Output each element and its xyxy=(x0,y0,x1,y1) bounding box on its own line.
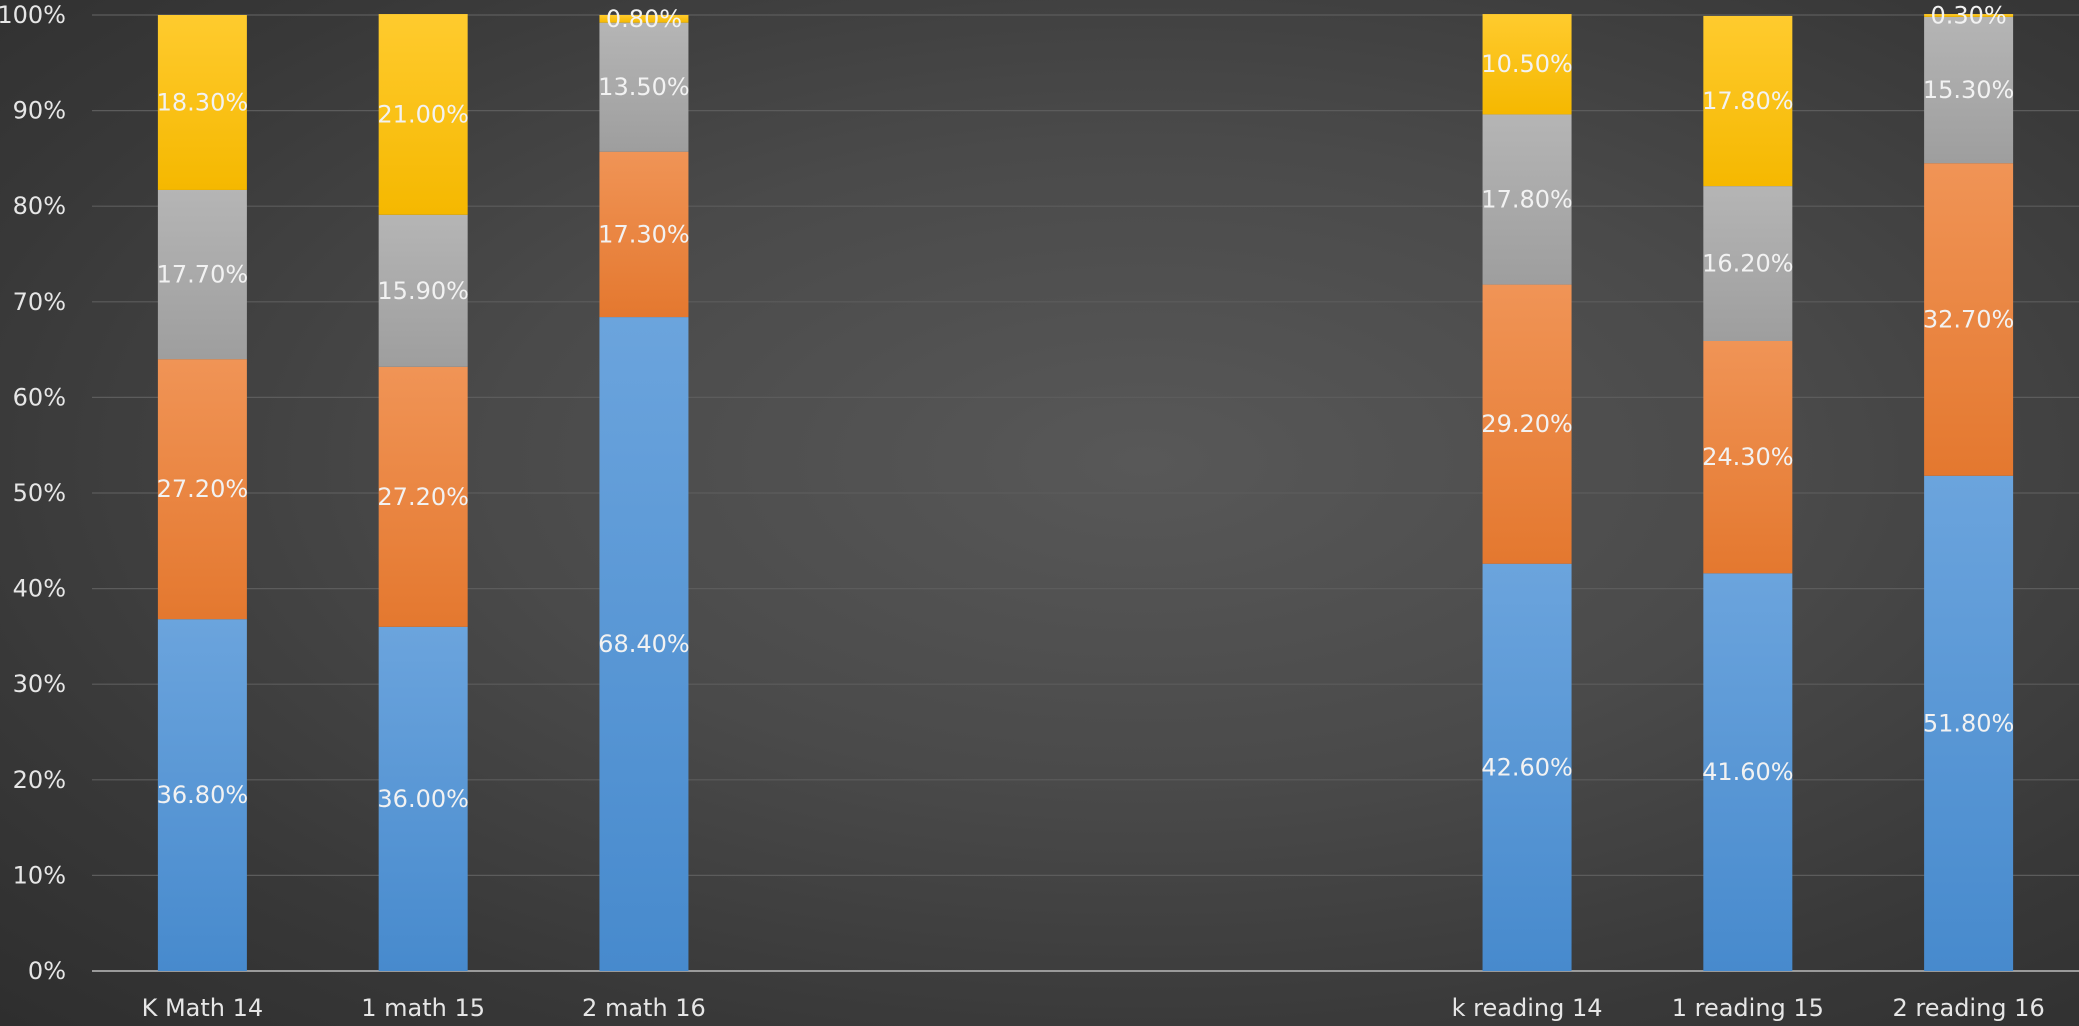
x-tick-label: 1 math 15 xyxy=(361,994,485,1022)
y-tick-label: 70% xyxy=(13,288,66,316)
x-tick-label: 2 reading 16 xyxy=(1892,994,2044,1022)
data-label: 16.20% xyxy=(1702,250,1794,278)
y-tick-label: 40% xyxy=(13,575,66,603)
data-label: 36.80% xyxy=(157,781,249,809)
y-tick-label: 20% xyxy=(13,766,66,794)
data-label: 18.30% xyxy=(157,88,249,116)
bar-segment xyxy=(1482,563,1572,971)
bar-segment xyxy=(378,14,468,215)
bar-segment xyxy=(599,15,689,23)
bar-segment xyxy=(1482,14,1572,115)
bar-segment xyxy=(157,189,247,360)
data-label: 17.30% xyxy=(598,220,690,248)
data-label: 10.50% xyxy=(1481,50,1573,78)
data-label: 15.90% xyxy=(377,277,469,305)
y-axis-ticks: 0% 10% 20% 30% 40% 50% 60% 70% 80% 90% 100% xyxy=(0,1,66,985)
y-tick-label: 90% xyxy=(13,97,66,125)
data-label: 24.30% xyxy=(1702,443,1794,471)
data-labels: 36.80% 27.20% 17.70% 18.30% 36.00% 27.20% 15.9… xyxy=(157,1,2015,812)
bar-segment xyxy=(157,15,247,190)
y-tick-label: 80% xyxy=(13,192,66,220)
data-label: 29.20% xyxy=(1481,410,1573,438)
bar-segment xyxy=(378,214,468,367)
bar-segment xyxy=(378,626,468,971)
bar-segment xyxy=(1703,15,1793,187)
bar-segment xyxy=(378,366,468,627)
bar-segment xyxy=(1482,284,1572,564)
bar-segment xyxy=(1924,14,2014,17)
bar-segment xyxy=(1924,16,2014,164)
data-label: 17.70% xyxy=(157,261,249,289)
bar-segment xyxy=(1703,340,1793,574)
bar-segment xyxy=(157,619,247,971)
data-label: 51.80% xyxy=(1923,709,2015,737)
bar-segment xyxy=(599,317,689,971)
data-label: 32.70% xyxy=(1923,305,2015,333)
data-label: 0.30% xyxy=(1930,1,2006,29)
data-label: 41.60% xyxy=(1702,758,1794,786)
x-tick-label: 1 reading 15 xyxy=(1672,994,1824,1022)
y-tick-label: 50% xyxy=(13,479,66,507)
bar-segment xyxy=(1703,186,1793,341)
data-label: 36.00% xyxy=(377,785,469,813)
bar-segment xyxy=(599,151,689,318)
x-tick-label: 2 math 16 xyxy=(582,994,706,1022)
y-tick-label: 30% xyxy=(13,670,66,698)
data-label: 15.30% xyxy=(1923,76,2015,104)
y-tick-label: 60% xyxy=(13,383,66,411)
x-tick-label: k reading 14 xyxy=(1452,994,1603,1022)
data-label: 17.80% xyxy=(1481,186,1573,214)
data-label: 17.80% xyxy=(1702,87,1794,115)
x-axis-ticks: K Math 14 1 math 15 2 math 16 k reading 14 1… xyxy=(142,994,2045,1022)
data-label: 68.40% xyxy=(598,630,690,658)
bar-segment xyxy=(1924,163,2014,476)
y-tick-label: 100% xyxy=(0,1,66,29)
y-tick-label: 10% xyxy=(13,861,66,889)
bar-segment xyxy=(1482,114,1572,285)
data-label: 27.20% xyxy=(377,483,469,511)
data-label: 42.60% xyxy=(1481,753,1573,781)
y-tick-label: 0% xyxy=(28,957,66,985)
data-label: 21.00% xyxy=(377,100,469,128)
x-tick-label: K Math 14 xyxy=(142,994,264,1022)
bar-segment xyxy=(1703,573,1793,971)
bar-segment xyxy=(1924,475,2014,971)
bars xyxy=(157,14,2014,971)
data-label: 27.20% xyxy=(157,475,249,503)
data-label: 0.80% xyxy=(606,5,682,33)
bar-segment xyxy=(599,22,689,152)
bar-segment xyxy=(157,359,247,620)
data-label: 13.50% xyxy=(598,73,690,101)
